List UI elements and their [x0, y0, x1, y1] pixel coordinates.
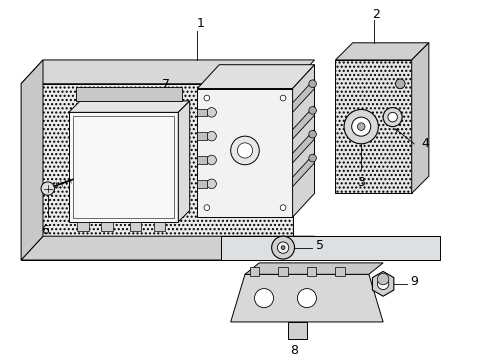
- Circle shape: [280, 205, 285, 211]
- Circle shape: [280, 95, 285, 101]
- Polygon shape: [76, 87, 182, 101]
- Polygon shape: [372, 271, 393, 296]
- Text: 8: 8: [290, 344, 298, 357]
- Polygon shape: [292, 130, 314, 163]
- Text: 3: 3: [357, 176, 365, 189]
- Circle shape: [344, 109, 378, 144]
- Polygon shape: [335, 43, 428, 60]
- Polygon shape: [21, 84, 292, 260]
- Polygon shape: [129, 222, 141, 231]
- Polygon shape: [335, 60, 411, 193]
- Circle shape: [297, 289, 316, 308]
- Polygon shape: [101, 222, 112, 231]
- Polygon shape: [197, 108, 206, 116]
- Circle shape: [41, 182, 54, 195]
- Polygon shape: [244, 263, 382, 274]
- Polygon shape: [292, 79, 314, 112]
- Text: 9: 9: [409, 275, 417, 288]
- Text: 4: 4: [420, 137, 428, 150]
- Circle shape: [237, 143, 252, 158]
- Circle shape: [308, 80, 316, 87]
- Circle shape: [308, 107, 316, 114]
- Polygon shape: [335, 267, 345, 276]
- Polygon shape: [197, 180, 206, 188]
- Polygon shape: [69, 112, 178, 222]
- Circle shape: [203, 205, 209, 211]
- Circle shape: [254, 289, 273, 308]
- Circle shape: [206, 131, 216, 141]
- Text: 6: 6: [41, 224, 49, 237]
- Text: 7: 7: [162, 78, 170, 91]
- Text: 5: 5: [316, 239, 324, 252]
- Circle shape: [277, 242, 288, 253]
- Polygon shape: [287, 322, 306, 339]
- Polygon shape: [178, 101, 189, 222]
- Polygon shape: [197, 65, 314, 89]
- Circle shape: [351, 117, 370, 136]
- Polygon shape: [77, 222, 88, 231]
- Polygon shape: [197, 132, 206, 140]
- Circle shape: [357, 123, 364, 130]
- Polygon shape: [292, 153, 314, 186]
- Circle shape: [271, 236, 294, 259]
- Circle shape: [382, 108, 401, 127]
- Polygon shape: [292, 65, 314, 217]
- Polygon shape: [197, 156, 206, 164]
- Polygon shape: [69, 101, 189, 112]
- Circle shape: [206, 179, 216, 189]
- Polygon shape: [411, 43, 428, 193]
- Circle shape: [206, 155, 216, 165]
- Circle shape: [377, 273, 388, 285]
- Polygon shape: [21, 236, 314, 260]
- Polygon shape: [221, 236, 439, 260]
- Circle shape: [206, 108, 216, 117]
- Polygon shape: [21, 60, 314, 84]
- Polygon shape: [21, 60, 43, 260]
- Circle shape: [230, 136, 259, 165]
- Polygon shape: [306, 267, 316, 276]
- Circle shape: [395, 79, 404, 89]
- Polygon shape: [153, 222, 164, 231]
- Circle shape: [281, 246, 285, 249]
- Text: 1: 1: [196, 17, 203, 30]
- Circle shape: [203, 95, 209, 101]
- Polygon shape: [249, 267, 259, 276]
- Circle shape: [308, 130, 316, 138]
- Circle shape: [377, 278, 388, 289]
- Circle shape: [308, 154, 316, 162]
- Circle shape: [387, 112, 397, 122]
- Text: 2: 2: [372, 8, 380, 21]
- Polygon shape: [292, 106, 314, 139]
- Polygon shape: [278, 267, 287, 276]
- Polygon shape: [197, 89, 292, 217]
- Polygon shape: [230, 274, 382, 322]
